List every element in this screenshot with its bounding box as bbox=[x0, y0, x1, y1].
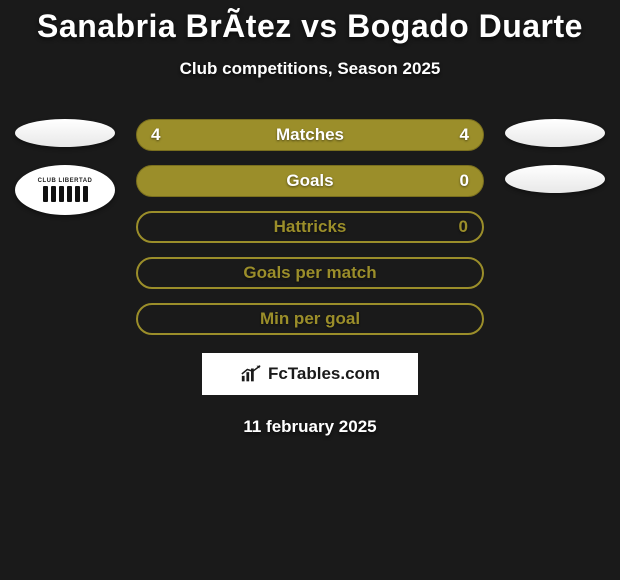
stat-bar: 4 Matches 4 bbox=[136, 119, 484, 151]
date-line: 11 february 2025 bbox=[0, 417, 620, 437]
stat-bar: Hattricks 0 bbox=[136, 211, 484, 243]
brand-label: FcTables.com bbox=[268, 364, 380, 384]
stat-label: Min per goal bbox=[260, 309, 360, 329]
team-badge-placeholder bbox=[505, 119, 605, 147]
stat-value-right: 0 bbox=[460, 171, 469, 191]
brand-chart-icon bbox=[240, 364, 262, 384]
main-row: CLUB LIBERTAD 4Matches4Goals0Hattricks0G… bbox=[0, 119, 620, 335]
stats-column: 4 Matches 4 Goals 0 Hattricks 0 Goals per match… bbox=[120, 119, 500, 335]
left-badge-column: CLUB LIBERTAD bbox=[10, 119, 120, 215]
page-title: Sanabria BrÃ­tez vs Bogado Duarte bbox=[0, 8, 620, 45]
brand-box[interactable]: FcTables.com bbox=[202, 353, 418, 395]
club-badge-text: CLUB LIBERTAD bbox=[38, 178, 93, 184]
stat-bar: Goals per match bbox=[136, 257, 484, 289]
season-subtitle: Club competitions, Season 2025 bbox=[0, 59, 620, 79]
stat-bar: Goals 0 bbox=[136, 165, 484, 197]
club-badge-stripes bbox=[43, 186, 88, 202]
stat-bar: Min per goal bbox=[136, 303, 484, 335]
stat-label: Hattricks bbox=[274, 217, 347, 237]
stat-value-right: 0 bbox=[459, 217, 468, 237]
stat-label: Goals per match bbox=[243, 263, 376, 283]
stat-value-left: 4 bbox=[151, 125, 160, 145]
team-badge-placeholder bbox=[505, 165, 605, 193]
club-badge: CLUB LIBERTAD bbox=[15, 165, 115, 215]
right-badge-column bbox=[500, 119, 610, 193]
stat-label: Goals bbox=[286, 171, 333, 191]
comparison-widget: Sanabria BrÃ­tez vs Bogado Duarte Club c… bbox=[0, 0, 620, 437]
team-badge-placeholder bbox=[15, 119, 115, 147]
stat-value-right: 4 bbox=[460, 125, 469, 145]
stat-label: Matches bbox=[276, 125, 344, 145]
